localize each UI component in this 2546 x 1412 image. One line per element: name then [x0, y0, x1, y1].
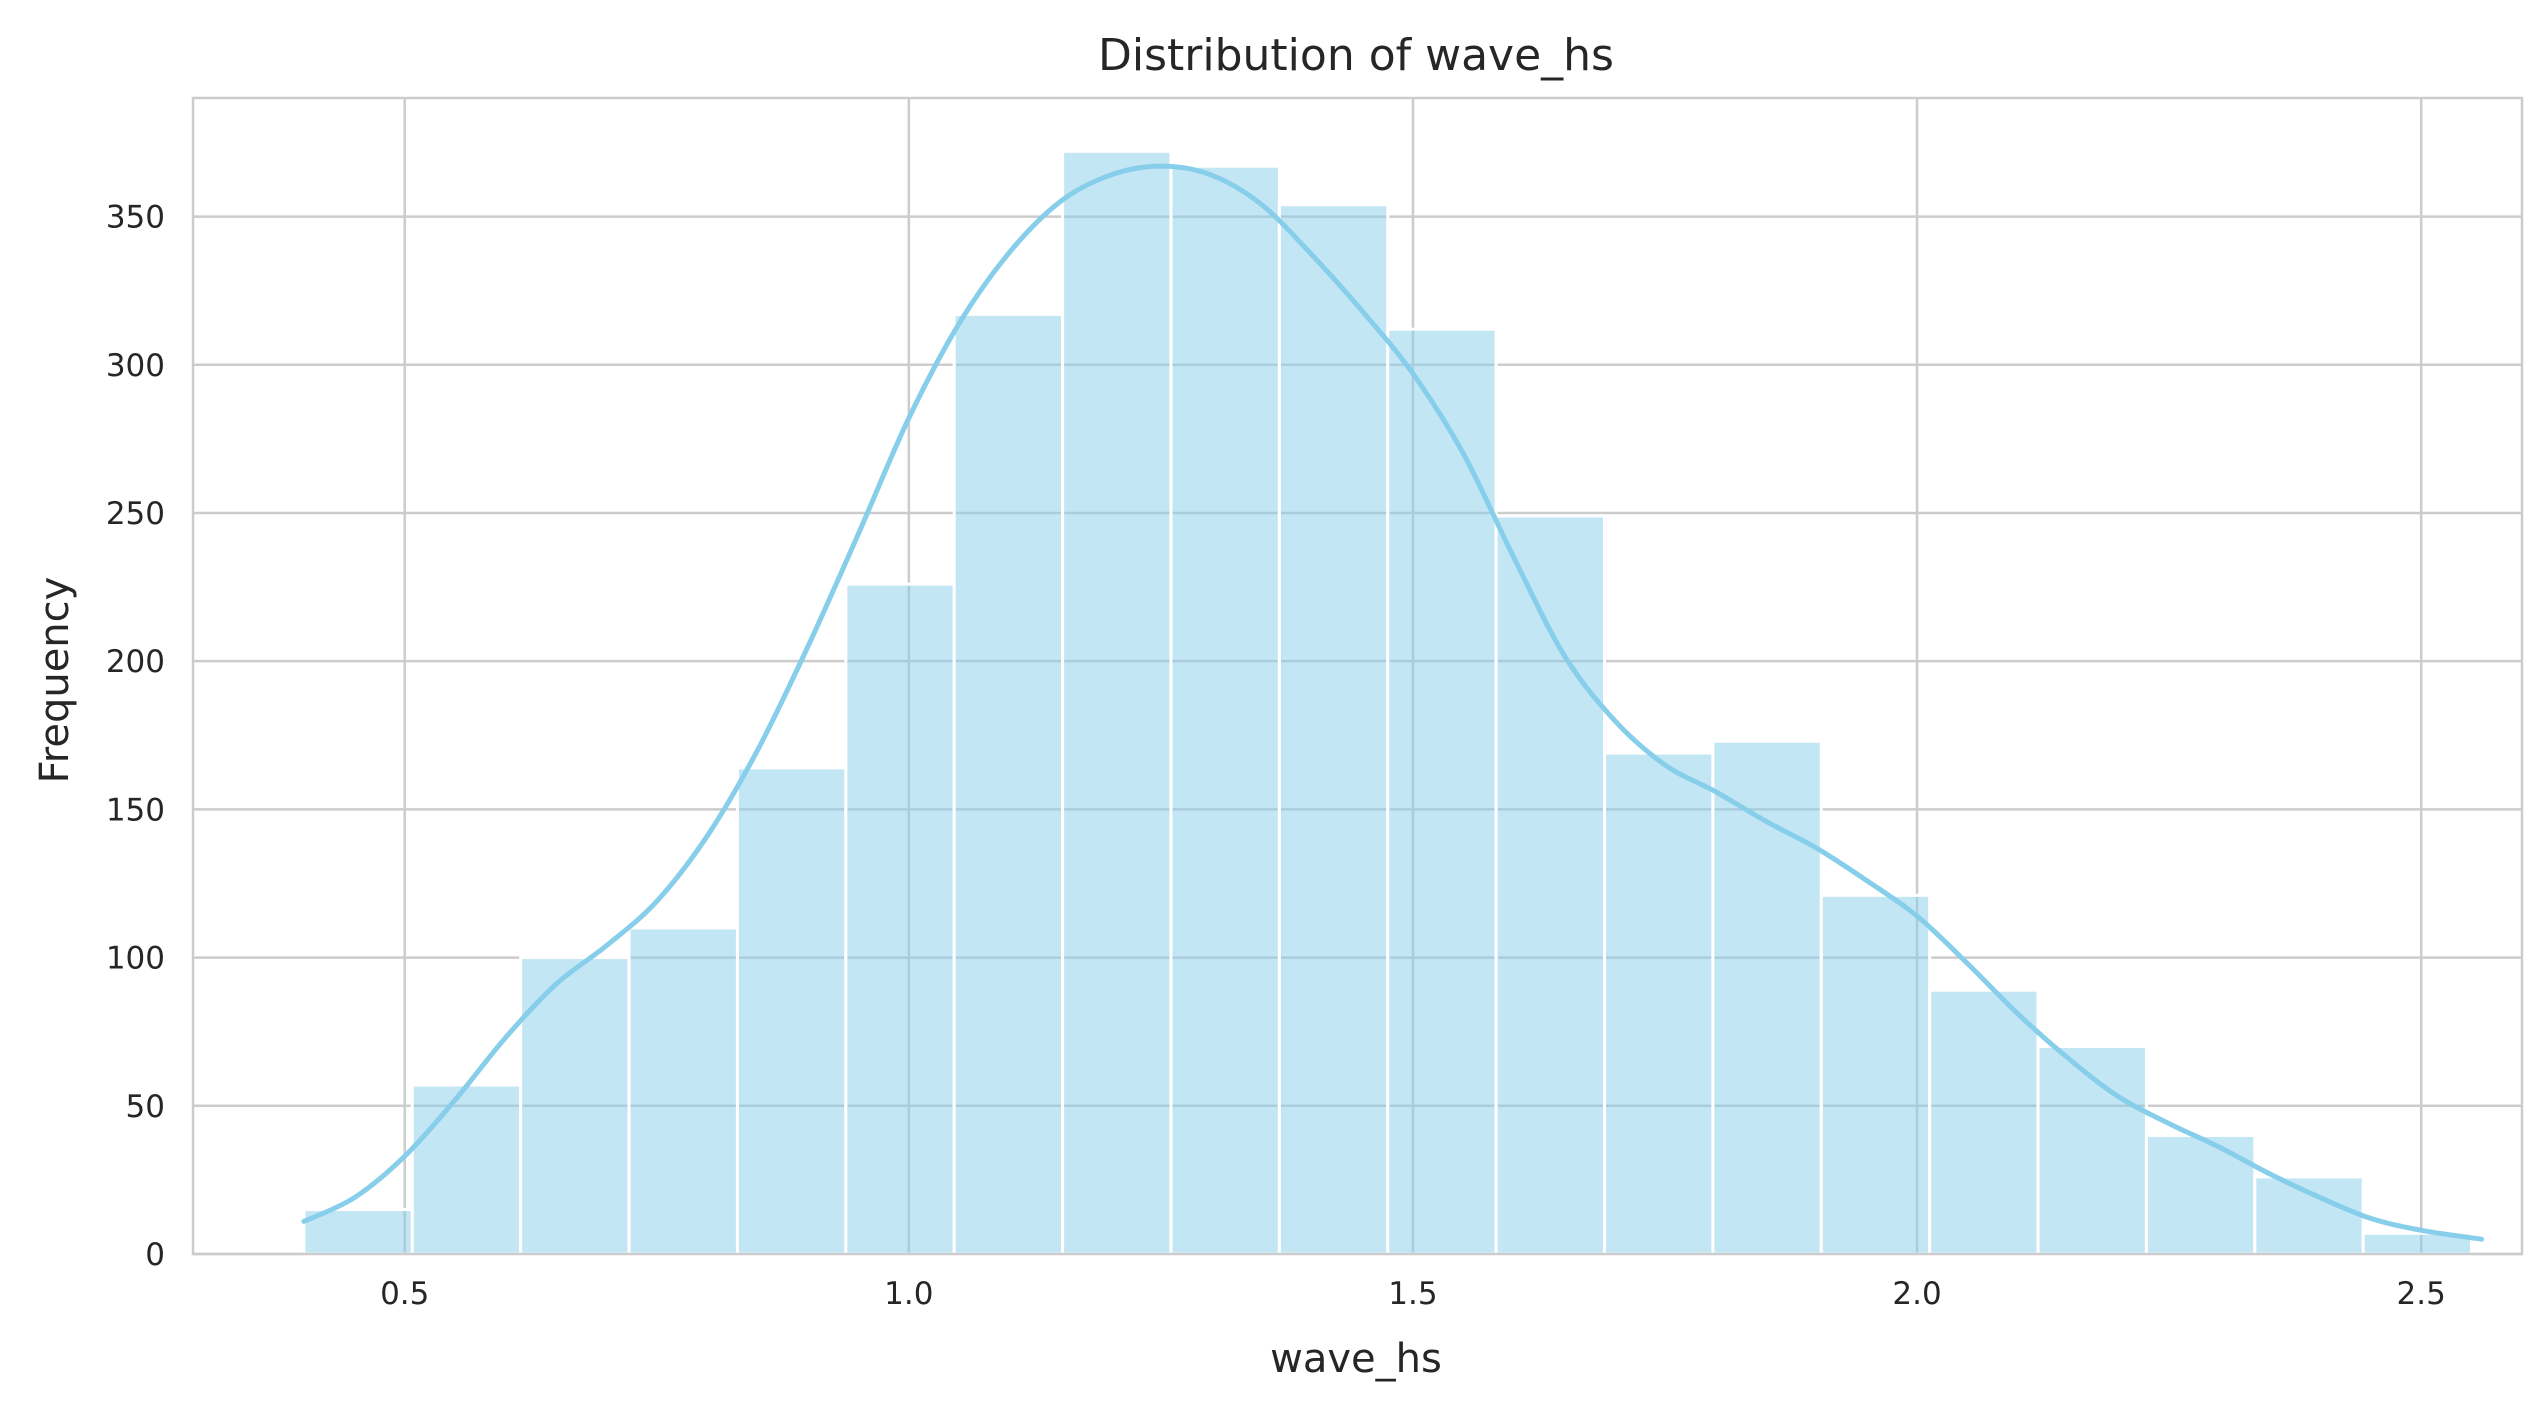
y-tick-label: 50 — [126, 1089, 165, 1125]
histogram-bar — [1603, 751, 1715, 1256]
histogram-bar — [1386, 327, 1498, 1256]
chart-title: Distribution of wave_hs — [1098, 30, 1614, 81]
histogram-bar — [1928, 988, 2040, 1256]
histogram-bar — [735, 766, 848, 1256]
plot-frame — [191, 96, 2524, 1256]
x-tick-label: 2.5 — [2397, 1276, 2446, 1312]
y-tick-label: 0 — [145, 1237, 165, 1273]
histogram-bar — [2144, 1133, 2257, 1256]
kde-curve-group — [301, 163, 2485, 1242]
y-tick-label: 100 — [106, 941, 165, 977]
histogram-bar — [844, 582, 956, 1256]
histogram-bar — [1711, 739, 1823, 1256]
histogram-bar — [1061, 149, 1173, 1256]
x-tick-label: 1.0 — [884, 1276, 933, 1312]
histogram-bar — [1819, 893, 1932, 1256]
y-axis-label: Frequency — [32, 577, 78, 784]
histogram-bar — [1494, 514, 1607, 1256]
histogram-bar — [410, 1083, 523, 1256]
y-tick-label: 300 — [106, 348, 165, 384]
kde-line — [301, 163, 2485, 1242]
x-axis-label: wave_hs — [1270, 1336, 1442, 1382]
y-tick-label: 150 — [106, 792, 165, 828]
plot-border — [191, 96, 2524, 1256]
y-tick-label: 200 — [106, 644, 165, 680]
histogram-bar — [1169, 164, 1281, 1256]
histogram-bar — [627, 926, 739, 1256]
x-tick-label: 0.5 — [380, 1276, 429, 1312]
histogram-bar — [952, 312, 1065, 1256]
histogram-bars — [302, 149, 2474, 1256]
y-tick-label: 350 — [106, 200, 165, 236]
tick-labels: 0.5 1.0 1.5 2.0 2.5 0 50 100 150 200 250 300 350 — [106, 200, 2446, 1312]
x-tick-label: 1.5 — [1388, 1276, 1437, 1312]
y-tick-label: 250 — [106, 496, 165, 532]
x-tick-label: 2.0 — [1892, 1276, 1941, 1312]
histogram-bar — [1277, 203, 1390, 1256]
histogram-bar — [2253, 1175, 2365, 1256]
